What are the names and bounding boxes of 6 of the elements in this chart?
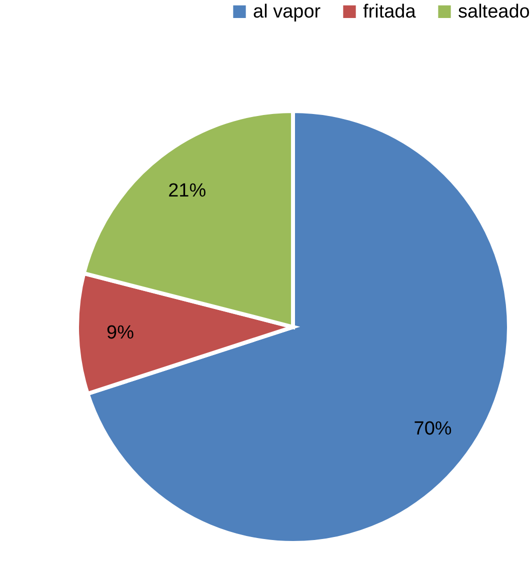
data-label: 21% [168, 180, 206, 202]
legend-label: salteado [458, 2, 530, 23]
data-label: 70% [414, 418, 452, 440]
legend-label: al vapor [253, 2, 322, 23]
legend-label: fritada [363, 2, 416, 23]
data-label: 9% [106, 322, 134, 344]
